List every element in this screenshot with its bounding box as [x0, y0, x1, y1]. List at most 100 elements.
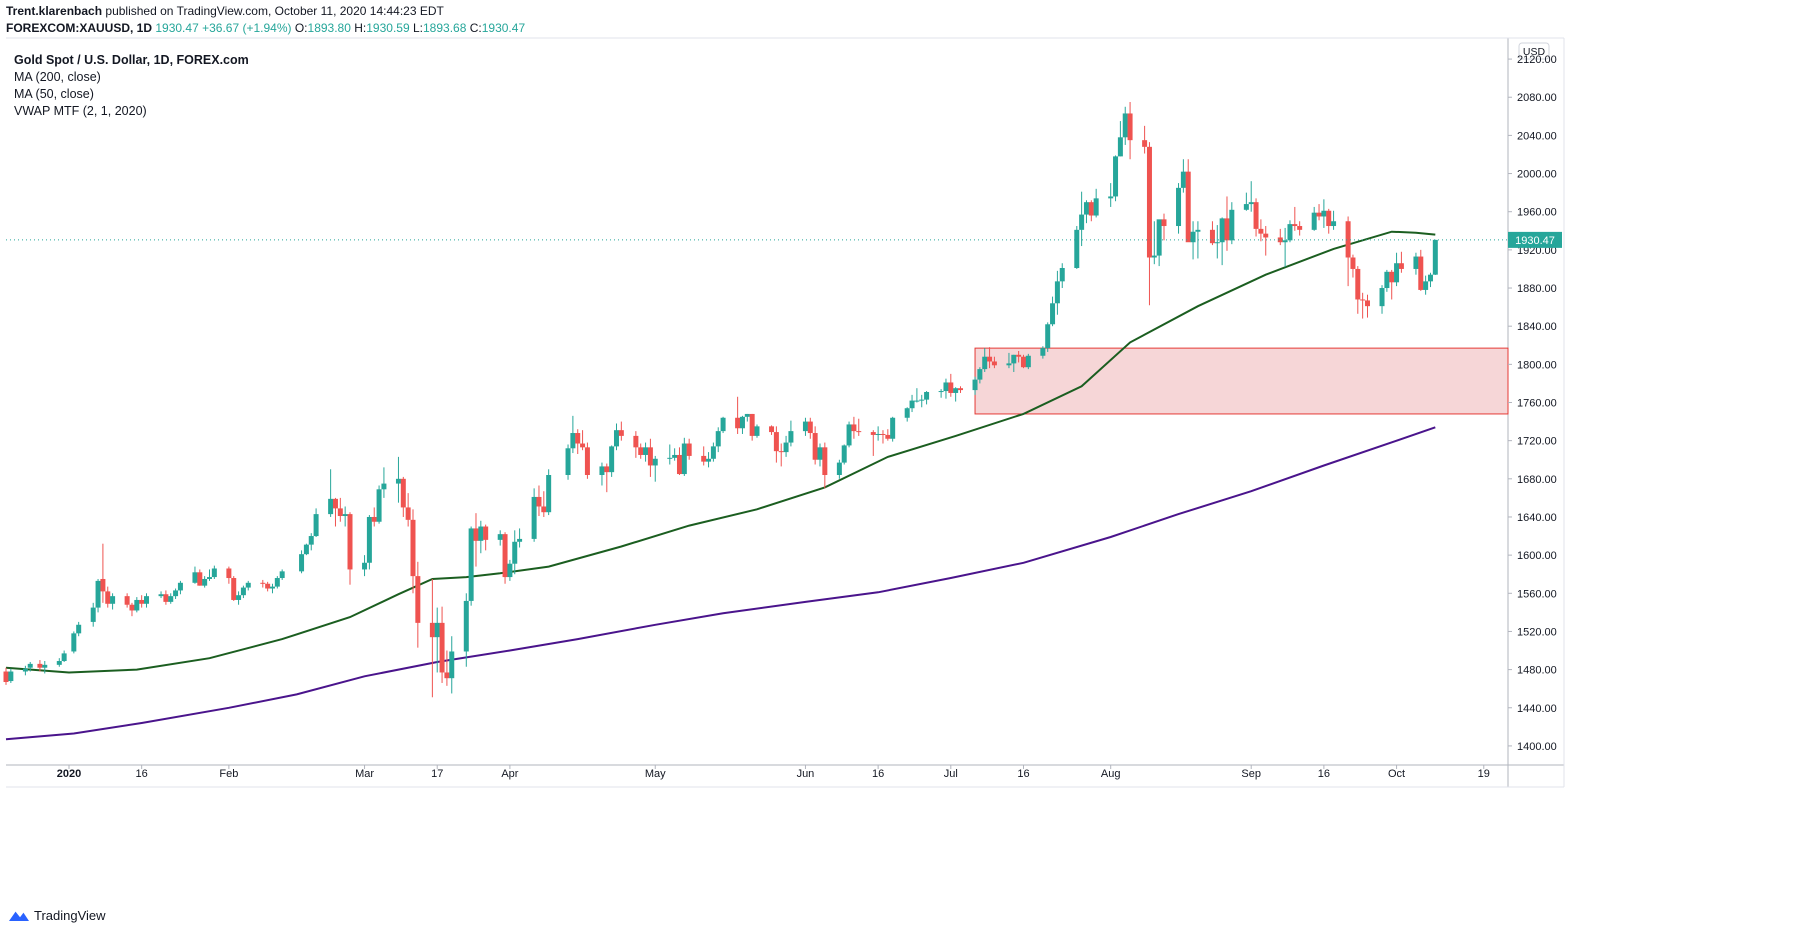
candle-body [599, 466, 605, 475]
price-tick-label: 2120.00 [1517, 54, 1557, 66]
candle [177, 580, 183, 595]
candle-body [95, 580, 101, 608]
candle-body [1142, 140, 1148, 147]
candle-body [1418, 256, 1424, 290]
candle [1142, 125, 1148, 154]
candle-body [1263, 233, 1269, 238]
candle-body [541, 506, 547, 513]
candle [71, 631, 77, 654]
candle-body [1243, 204, 1249, 210]
candle-body [769, 426, 775, 433]
candle [158, 591, 164, 599]
candle-body [1079, 214, 1085, 230]
candle [507, 559, 513, 581]
candle [643, 442, 649, 462]
candle [1156, 219, 1162, 267]
candle [110, 593, 116, 610]
candle-body [618, 430, 624, 436]
candle [914, 388, 920, 403]
candle-body [483, 526, 489, 540]
candle [1016, 350, 1022, 363]
time-axis[interactable]: 2020 16 Feb Mar 17 Apr May Jun 16 Jul 16 Aug Sep 16 Oc… [57, 765, 1490, 780]
candle-body [672, 454, 678, 458]
candle [580, 430, 586, 451]
candle [875, 426, 881, 441]
candle [1321, 199, 1327, 228]
time-tick-label: Apr [501, 768, 518, 780]
candle [846, 421, 852, 448]
candle-body [957, 388, 963, 391]
candle-body [512, 541, 518, 564]
candle-body [206, 577, 212, 579]
candle [1398, 251, 1404, 273]
candle-body [1025, 355, 1031, 368]
time-tick-label: 17 [431, 768, 443, 780]
candle-body [822, 447, 828, 475]
low-label: L: [412, 21, 423, 35]
candle [342, 506, 348, 527]
candle-body [643, 447, 649, 455]
candle [144, 593, 150, 608]
candle-body [885, 434, 891, 439]
candle-body [478, 526, 484, 541]
candle-body [517, 538, 523, 542]
candle [90, 602, 96, 627]
ohlc-bar: FOREXCOM:XAUUSD, 1D 1930.47 +36.67 (+1.9… [6, 21, 525, 36]
candle [609, 445, 615, 477]
publisher-name[interactable]: Trent.klarenbach [6, 4, 103, 18]
tradingview-brand[interactable]: TradingView [8, 907, 106, 923]
change-value: +36.67 (+1.94%) [202, 21, 292, 35]
candle-body [439, 622, 445, 673]
candle [444, 650, 450, 686]
candle-body [1156, 219, 1162, 256]
candle [1195, 221, 1201, 259]
price-tick-label: 1960.00 [1517, 207, 1557, 219]
candle-body [429, 622, 435, 638]
candle-body [987, 356, 993, 362]
chart-frame [6, 37, 1565, 788]
candle [410, 509, 416, 594]
last-price-tag-bg [1508, 231, 1562, 248]
candle [1079, 191, 1085, 247]
candle [957, 386, 963, 393]
price-tick-label: 1920.00 [1517, 245, 1557, 257]
ma50-layer [5, 230, 1436, 674]
candle [1185, 159, 1191, 243]
candle [1108, 183, 1114, 207]
candle [3, 667, 9, 685]
candle [938, 389, 944, 398]
candle [773, 426, 779, 463]
candle [715, 427, 721, 453]
candle [788, 420, 794, 447]
candle-body [22, 668, 28, 672]
candle-body [1389, 271, 1395, 283]
candle-body [575, 433, 581, 444]
legend-ma200[interactable]: MA (200, close) [14, 70, 101, 84]
high-label: H: [354, 21, 367, 35]
candle [1432, 239, 1438, 275]
candle [613, 423, 619, 451]
candle [1258, 219, 1264, 242]
candle [812, 426, 818, 465]
candle-body [948, 382, 954, 393]
candle-body [870, 432, 876, 435]
candle [885, 429, 891, 441]
candle [739, 415, 745, 434]
candle-body [613, 430, 619, 447]
legend-ma50[interactable]: MA (50, close) [14, 87, 94, 101]
symbol-label[interactable]: FOREXCOM:XAUUSD, 1D [6, 21, 153, 35]
candle [836, 459, 842, 479]
candle [299, 550, 305, 574]
candle-body [686, 443, 692, 456]
tradingview-logo-icon [8, 907, 30, 923]
candle [672, 448, 678, 461]
candle [415, 561, 421, 648]
candle [904, 407, 910, 422]
legend-vwap[interactable]: VWAP MTF (2, 1, 2020) [14, 104, 147, 118]
last-price-tag: 1930.47 [1508, 231, 1562, 248]
candle [1219, 217, 1225, 266]
candle-body [904, 408, 910, 418]
candle-body [1287, 224, 1293, 241]
